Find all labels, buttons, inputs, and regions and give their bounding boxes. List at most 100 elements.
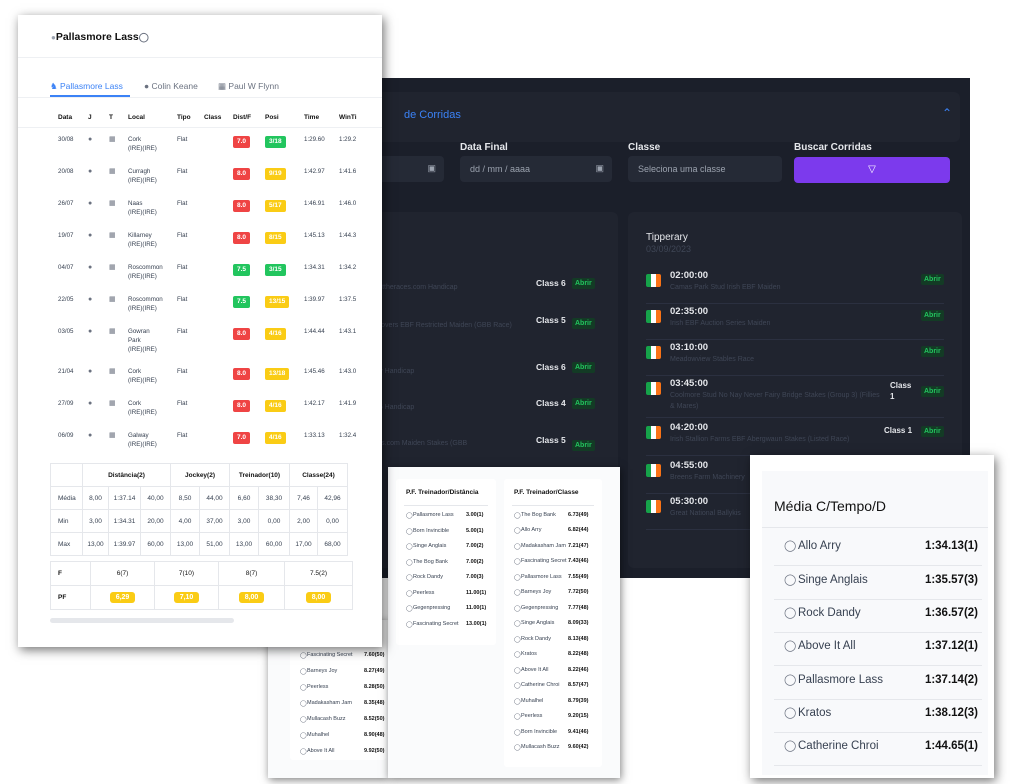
- race-row[interactable]: y Sky 415 Handicap Class 4 Abrir: [352, 398, 616, 428]
- tab-jockey[interactable]: ● Colin Keane: [144, 81, 198, 91]
- lightbulb-icon: ◯: [514, 699, 521, 705]
- race-location-line: (IRE)(IRE): [128, 145, 157, 152]
- abrir-button[interactable]: Abrir: [921, 310, 944, 321]
- list-item: ◯ Rock Dandy 1:36.57(2): [774, 600, 982, 633]
- position-value: 13/15: [265, 296, 290, 308]
- jockey-icon[interactable]: ●: [88, 200, 93, 207]
- winner-time: 1:46.0: [339, 200, 357, 207]
- abrir-button[interactable]: Abrir: [921, 426, 944, 437]
- abrir-button[interactable]: Abrir: [572, 440, 595, 451]
- lightbulb-icon: ◯: [138, 32, 149, 42]
- trainer-icon[interactable]: ▦: [109, 432, 116, 439]
- race-row[interactable]: Market Movers EBF Restricted Maiden (GBB…: [352, 314, 616, 344]
- race-location-line: Galway: [128, 432, 149, 439]
- races-header[interactable]: de Corridas ⌃: [368, 92, 960, 142]
- lightbulb-icon: ◯: [784, 640, 797, 652]
- lightbulb-icon: ◯: [300, 685, 307, 691]
- trainer-icon[interactable]: ▦: [109, 328, 116, 335]
- horse-value: 8.79(39): [568, 698, 589, 704]
- jockey-icon[interactable]: ●: [88, 432, 93, 439]
- buscar-corridas-button[interactable]: ▽: [794, 157, 950, 183]
- trainer-icon[interactable]: ▦: [109, 368, 116, 375]
- abrir-button[interactable]: Abrir: [572, 362, 595, 373]
- horse-value: 6.73(49): [568, 512, 589, 518]
- race-time: 1:46.91: [304, 200, 325, 207]
- horse-name: Rock Dandy: [798, 607, 861, 619]
- trainer-icon[interactable]: ▦: [109, 232, 116, 239]
- trainer-icon[interactable]: ▦: [109, 296, 116, 303]
- pf-badge: 7,10: [173, 592, 200, 603]
- horse-name: Fascinating Secret: [307, 652, 353, 658]
- lightbulb-icon: ◯: [300, 749, 307, 755]
- stats-row-label: Média: [50, 486, 83, 510]
- distance-badge: 7.0: [233, 136, 251, 148]
- lightbulb-icon: ◯: [514, 714, 521, 720]
- distance-badge: 8.0: [233, 400, 251, 412]
- abrir-button[interactable]: Abrir: [921, 346, 944, 357]
- trainer-icon[interactable]: ▦: [109, 264, 116, 271]
- distance-badge: 8.0: [233, 328, 251, 340]
- race-row[interactable]: attheraces.com Maiden Stakes (GBB Class …: [352, 434, 616, 464]
- horse-value: 11.00(1): [466, 590, 487, 596]
- stats-cell: 1:39.97: [108, 532, 141, 556]
- stats-row-label: Min: [50, 509, 83, 533]
- stats-cell: 40,00: [140, 486, 171, 510]
- pf-row-label: PF: [50, 585, 91, 610]
- jockey-icon[interactable]: ●: [88, 368, 93, 375]
- abrir-button[interactable]: Abrir: [572, 278, 595, 289]
- abrir-button[interactable]: Abrir: [572, 398, 595, 409]
- race-row[interactable]: 02:35:00 Irish EBF Auction Series Maiden…: [646, 306, 944, 340]
- horse-detail-panel: ●Pallasmore Lass◯ ♞ Pallasmore Lass ● Co…: [18, 15, 382, 647]
- trainer-icon[interactable]: ▦: [109, 200, 116, 207]
- race-date: 03/05: [58, 328, 74, 335]
- race-time: 1:45.46: [304, 368, 325, 375]
- race-row[interactable]: Tips On attheraces.com Handicap Class 6 …: [352, 278, 616, 308]
- trainer-icon[interactable]: ▦: [109, 136, 116, 143]
- jockey-icon[interactable]: ●: [88, 264, 93, 271]
- jockey-icon[interactable]: ●: [88, 400, 93, 407]
- horse-value: 7.00(3): [466, 574, 484, 580]
- horse-name: Muhalhel: [307, 732, 330, 738]
- classe-select[interactable]: Seleciona uma classe: [628, 156, 782, 182]
- tipperary-card: Tipperary 03/09/2023 02:00:00 Camas Park…: [628, 212, 962, 568]
- race-row[interactable]: 04:20:00 Irish Stallion Farms EBF Abergw…: [646, 422, 944, 456]
- abrir-button[interactable]: Abrir: [921, 274, 944, 285]
- stats-cell: 38,30: [258, 486, 290, 510]
- lightbulb-icon: ◯: [514, 575, 521, 581]
- race-time: 1:34.31: [304, 264, 325, 271]
- chevron-up-icon[interactable]: ⌃: [941, 106, 952, 120]
- race-location-line: (IRE)(IRE): [128, 305, 157, 312]
- abrir-button[interactable]: Abrir: [572, 318, 595, 329]
- track-title: Tipperary: [646, 232, 688, 243]
- race-row[interactable]: 03:10:00 Meadowview Stables Race Abrir: [646, 342, 944, 376]
- tab-trainer[interactable]: ▦ Paul W Flynn: [218, 81, 279, 92]
- trainer-icon[interactable]: ▦: [109, 400, 116, 407]
- race-date: 27/09: [58, 400, 74, 407]
- jockey-icon[interactable]: ●: [88, 168, 93, 175]
- list-item: ◯ Allo Arry 1:34.13(1): [774, 533, 982, 566]
- horse-name: Peerless: [307, 684, 329, 690]
- race-row[interactable]: 03:45:00 Coolmore Stud No Nay Never Fair…: [646, 378, 944, 418]
- stats-cell: 60,00: [258, 532, 290, 556]
- lightbulb-icon: ◯: [784, 607, 797, 619]
- tab-horse[interactable]: ♞ Pallasmore Lass: [50, 81, 123, 92]
- abrir-button[interactable]: Abrir: [921, 386, 944, 397]
- horse-name: Madakasham Jam: [307, 700, 352, 706]
- jockey-icon[interactable]: ●: [88, 232, 93, 239]
- race-location-line: (IRE)(IRE): [128, 273, 157, 280]
- panel-title: Média C/Tempo/D: [774, 498, 887, 514]
- data-final-field[interactable]: dd / mm / aaaa ▣: [460, 156, 612, 182]
- race-row[interactable]: rt Nursery Handicap Class 6 Abrir: [352, 362, 616, 392]
- jockey-icon[interactable]: ●: [88, 296, 93, 303]
- horse-name: Catherine Chroi: [521, 682, 560, 688]
- jockey-icon[interactable]: ●: [88, 328, 93, 335]
- stats-cell: 1:37.14: [108, 486, 141, 510]
- race-row[interactable]: 02:00:00 Camas Park Stud Irish EBF Maide…: [646, 270, 944, 304]
- trainer-icon[interactable]: ▦: [109, 168, 116, 175]
- jockey-icon[interactable]: ●: [88, 136, 93, 143]
- filter-icon: ▽: [868, 164, 876, 175]
- race-name: Great National Ballykis: [670, 510, 741, 517]
- horizontal-scrollbar[interactable]: [50, 618, 234, 623]
- race-location: Cork (IRE)(IRE): [128, 367, 157, 385]
- pf-badge: 8,00: [305, 592, 332, 603]
